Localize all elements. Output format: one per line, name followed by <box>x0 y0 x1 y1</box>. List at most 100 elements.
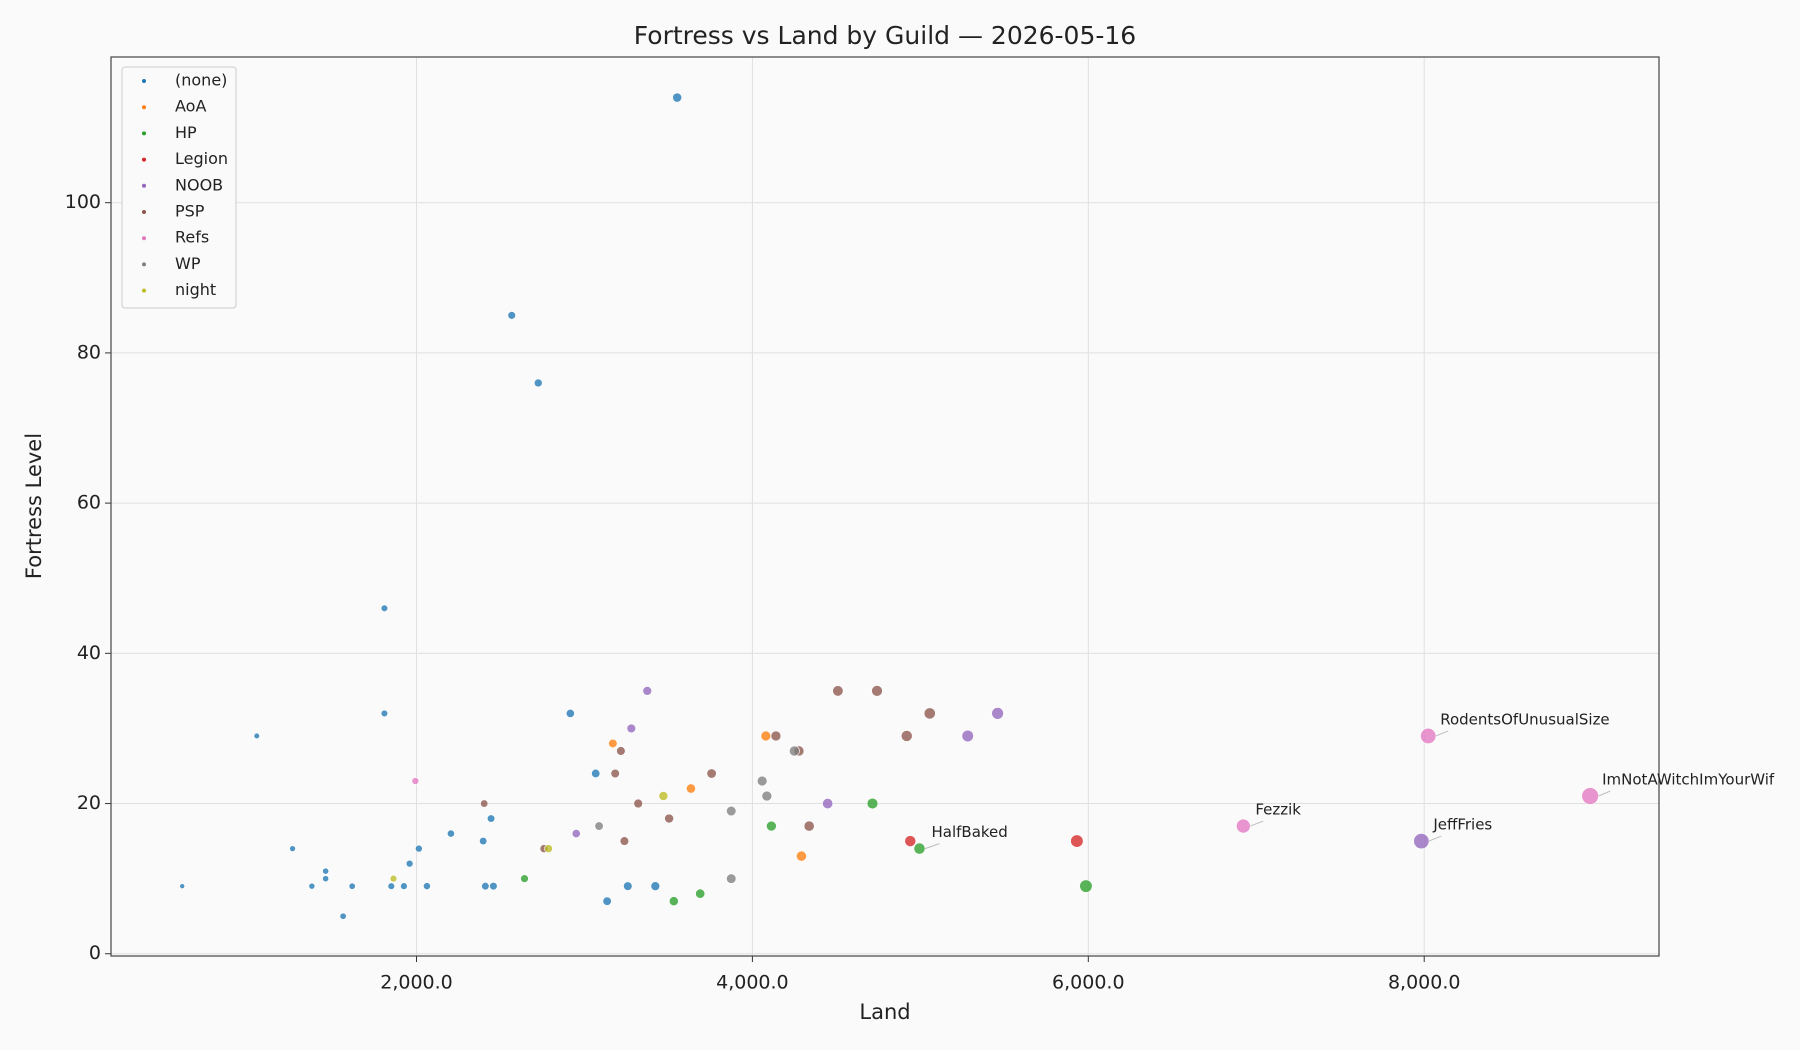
scatter-point <box>339 912 347 920</box>
legend-marker <box>142 210 146 214</box>
scatter-point <box>387 882 395 890</box>
scatter-point <box>756 775 768 787</box>
scatter-point <box>1413 833 1430 850</box>
y-tick-label: 60 <box>77 492 101 514</box>
legend-marker <box>142 105 146 110</box>
annotation-leader <box>924 843 940 850</box>
legend-label: HP <box>175 123 197 142</box>
scatter-point <box>389 874 398 883</box>
scatter-point <box>1070 834 1084 848</box>
annotation-leader <box>1435 730 1449 737</box>
scatter-point <box>913 842 926 855</box>
x-tick-label: 6,000.0 <box>1052 972 1125 994</box>
plot-area <box>111 57 1659 956</box>
annotation: HalfBaked <box>932 823 1008 841</box>
scatter-point <box>415 844 423 853</box>
scatter-point <box>610 768 620 779</box>
scatter-point <box>380 709 389 718</box>
scatter-point <box>619 836 630 846</box>
scatter-point <box>179 883 186 889</box>
scatter-point <box>507 311 516 320</box>
x-tick-label: 2,000.0 <box>380 972 453 994</box>
scatter-point <box>766 820 777 832</box>
annotation: RodentsOfUnusualSize <box>1440 710 1609 728</box>
scatter-point <box>602 896 612 906</box>
legend-label: night <box>175 280 216 299</box>
scatter-point <box>726 805 737 817</box>
y-tick-label: 80 <box>77 341 101 363</box>
scatter-point <box>423 882 431 890</box>
legend-box <box>121 66 237 309</box>
scatter-point <box>405 859 414 868</box>
scatter-point <box>322 867 330 875</box>
scatter-point <box>565 708 575 718</box>
scatter-point <box>571 829 581 839</box>
legend-marker <box>142 262 146 267</box>
annotation-leader <box>1598 790 1611 797</box>
scatter-point <box>616 746 626 756</box>
legend-marker <box>142 183 146 188</box>
scatter-point <box>289 845 296 852</box>
scatter-point <box>308 882 316 890</box>
scatter-point <box>411 777 420 785</box>
scatter-point <box>520 874 529 883</box>
scatter-point <box>866 797 879 810</box>
scatter-point <box>961 729 974 743</box>
scatter-point <box>923 707 936 720</box>
scatter-point <box>447 829 455 838</box>
x-axis-label: Land <box>859 1000 910 1024</box>
scatter-point <box>904 835 917 847</box>
scatter-point <box>533 378 543 388</box>
scatter-point <box>642 686 653 696</box>
scatter-point <box>770 730 782 742</box>
legend-label: (none) <box>175 71 227 90</box>
scatter-point <box>803 820 815 832</box>
legend-label: PSP <box>175 202 205 221</box>
scatter-point <box>685 783 696 794</box>
annotation-leader <box>1428 835 1442 842</box>
scatter-point <box>348 882 356 890</box>
plot-frame <box>110 56 1660 957</box>
scatter-point <box>1420 727 1437 744</box>
y-tick-label: 40 <box>77 642 101 664</box>
x-tick-label: 8,000.0 <box>1388 972 1461 994</box>
y-tick-label: 100 <box>65 191 101 213</box>
legend-label: WP <box>175 254 201 273</box>
scatter-point <box>489 882 498 891</box>
legend-marker <box>142 131 146 136</box>
scatter-point <box>991 707 1004 720</box>
x-tick-label: 4,000.0 <box>716 972 789 994</box>
legend: (none) AoA HP Legion NOOB PSP Refs WP night <box>121 66 237 309</box>
scatter-point <box>668 896 679 907</box>
legend-label: AoA <box>175 97 206 116</box>
scatter-point <box>253 732 260 740</box>
scatter-point <box>706 768 717 779</box>
scatter-point <box>322 875 330 883</box>
scatter-point <box>900 730 913 742</box>
scatter-point <box>761 790 773 802</box>
annotation-leader <box>1250 820 1264 827</box>
legend-label: Refs <box>175 228 209 247</box>
scatter-point <box>1236 818 1251 834</box>
scatter-point <box>1581 787 1599 805</box>
y-tick-label: 0 <box>89 942 101 964</box>
scatter-point <box>623 881 633 891</box>
scatter-point <box>832 685 844 697</box>
scatter-point <box>822 798 834 810</box>
scatter-point <box>481 882 490 891</box>
scatter-point <box>871 685 883 697</box>
y-tick-label: 20 <box>77 792 101 814</box>
annotation: ImNotAWitchImYourWif <box>1602 771 1775 789</box>
scatter-point <box>664 813 674 824</box>
scatter-point <box>1079 879 1093 893</box>
scatter-point <box>480 799 489 808</box>
scatter-point <box>544 844 553 853</box>
scatter-point <box>789 745 800 757</box>
scatter-point <box>695 888 706 899</box>
scatter-point <box>633 798 643 809</box>
scatter-point <box>479 837 488 846</box>
legend-marker <box>142 236 146 241</box>
y-axis-label: Fortress Level <box>22 433 46 579</box>
scatter-point <box>726 873 737 884</box>
